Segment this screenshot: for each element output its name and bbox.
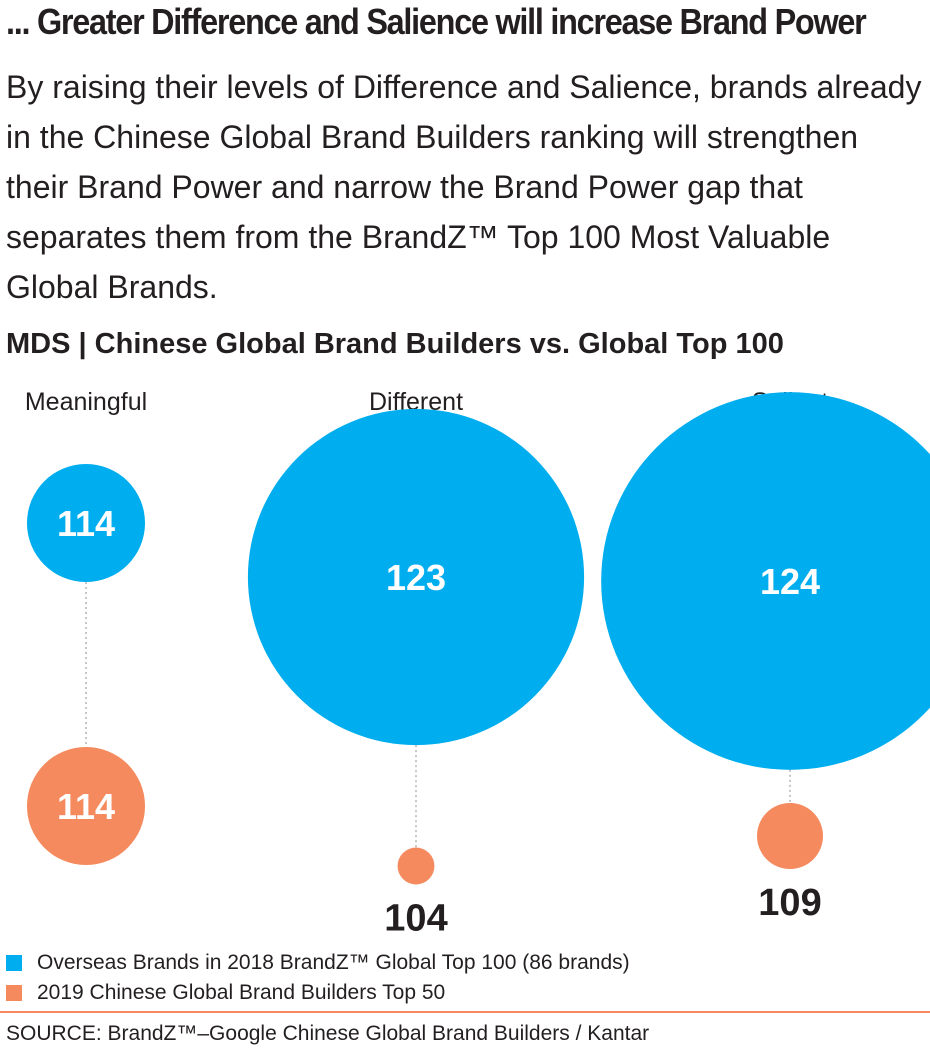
bubble-chinese-different [397,847,435,885]
value-label-overseas-salient: 124 [760,561,820,602]
value-label-chinese-meaningful: 114 [57,786,115,827]
legend-swatch-overseas [6,955,22,971]
bubble-overseas-meaningful [26,463,146,583]
intro-paragraph: By raising their levels of Difference an… [6,69,922,305]
bubble-chinese-salient [756,802,824,870]
legend: Overseas Brands in 2018 BrandZ™ Global T… [6,948,630,1008]
mds-bubble-chart: Meaningful114114Different123104Salient12… [25,388,930,939]
legend-swatch-chinese [6,985,22,1001]
legend-label-overseas: Overseas Brands in 2018 BrandZ™ Global T… [37,951,630,974]
headline: ... Greater Difference and Salience will… [6,1,867,42]
bubble-overseas-different [247,408,585,746]
source-note: SOURCE: BrandZ™–Google Chinese Global Br… [6,1022,650,1045]
chart-title: MDS | Chinese Global Brand Builders vs. … [6,328,784,360]
divider-rule [0,1011,930,1013]
value-label-chinese-salient: 109 [758,882,821,924]
value-label-overseas-meaningful: 114 [57,503,115,544]
legend-item-overseas: Overseas Brands in 2018 BrandZ™ Global T… [6,948,630,978]
bubble-overseas-salient [601,392,930,770]
value-label-overseas-different: 123 [386,557,446,598]
bubble-chinese-meaningful [26,746,146,866]
legend-item-chinese: 2019 Chinese Global Brand Builders Top 5… [6,978,630,1008]
value-label-chinese-different: 104 [384,897,447,939]
category-label-meaningful: Meaningful [25,388,147,416]
legend-label-chinese: 2019 Chinese Global Brand Builders Top 5… [37,981,446,1004]
